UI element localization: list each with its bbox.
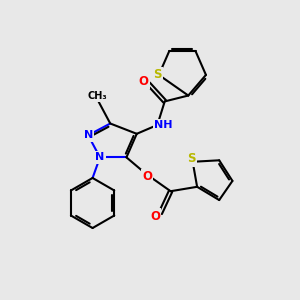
Text: O: O [142,170,152,183]
Text: S: S [153,68,162,81]
Text: N: N [95,152,105,162]
Text: N: N [83,130,93,140]
Text: O: O [150,210,160,223]
Text: O: O [138,75,148,88]
Text: NH: NH [154,120,172,130]
Text: CH₃: CH₃ [87,91,107,101]
Text: S: S [187,152,196,165]
